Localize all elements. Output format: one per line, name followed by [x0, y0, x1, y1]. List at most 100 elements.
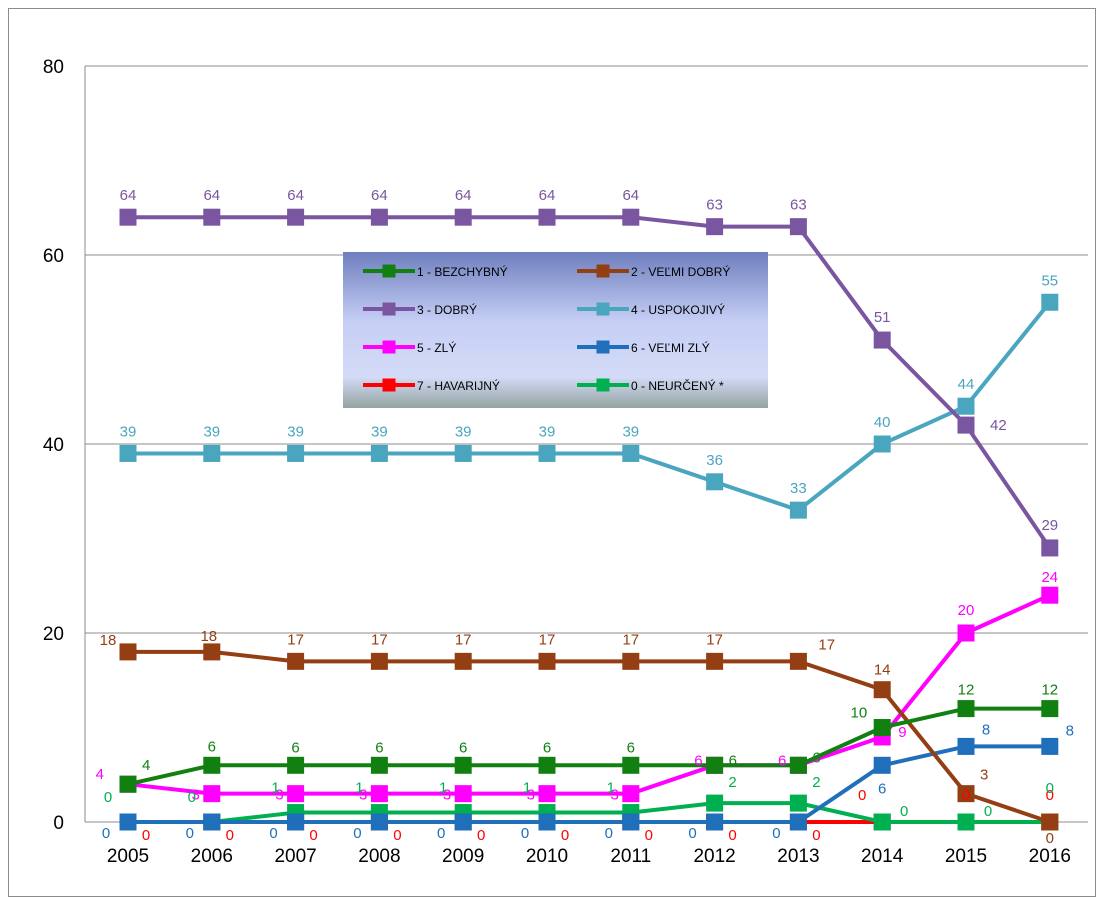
data-label-s0-2014: 10 — [851, 705, 868, 722]
data-label-s2-2010: 64 — [539, 187, 556, 204]
data-label-s4-2009: 3 — [443, 787, 451, 804]
y-tick-label-40: 40 — [43, 435, 64, 456]
marker-s0-2012 — [706, 756, 724, 774]
marker-s0-2010 — [538, 756, 556, 774]
data-label-s7-2011: 1 — [607, 780, 615, 797]
data-label-s4-2013: 6 — [778, 752, 786, 769]
data-label-s7-2014: 0 — [900, 803, 908, 820]
legend-label-2: 3 - DOBRÝ — [417, 302, 477, 317]
marker-s7-2013 — [789, 794, 807, 812]
data-label-s3-2009: 39 — [455, 423, 472, 440]
data-label-s1-2016: 0 — [1046, 830, 1054, 847]
series-line-1 — [128, 649, 1051, 824]
x-tick-label-2012: 2012 — [693, 846, 735, 867]
marker-s3-2006 — [203, 444, 221, 462]
legend-label-6: 7 - HAVARIJNÝ — [417, 378, 500, 393]
data-label-s3-2007: 39 — [287, 423, 304, 440]
data-label-s4-2012: 6 — [694, 752, 702, 769]
marker-s5-2016 — [1041, 737, 1059, 755]
data-label-s0-2006: 6 — [208, 738, 216, 755]
marker-s2-2005 — [119, 208, 137, 226]
marker-s3-2007 — [287, 444, 305, 462]
data-label-s6-2012: 0 — [728, 827, 736, 844]
data-label-s1-2015: 3 — [980, 767, 988, 784]
marker-s1-2008 — [370, 652, 388, 670]
marker-s3-2016 — [1041, 293, 1059, 311]
marker-s5-2011 — [622, 813, 640, 831]
legend-marker-1 — [596, 264, 610, 278]
marker-s0-2009 — [454, 756, 472, 774]
data-label-s3-2011: 39 — [622, 423, 639, 440]
marker-s2-2015 — [957, 416, 975, 434]
x-tick-label-2011: 2011 — [610, 846, 651, 867]
x-tick-label-2008: 2008 — [358, 846, 400, 867]
data-label-s1-2012: 17 — [706, 631, 723, 648]
data-label-s6-2015: 0 — [962, 787, 970, 804]
marker-s7-2012 — [706, 794, 724, 812]
series-line-0 — [127, 706, 1050, 787]
data-label-s0-2008: 6 — [375, 739, 383, 756]
marker-s2-2013 — [789, 218, 807, 236]
data-label-s0-2015: 12 — [958, 682, 975, 699]
x-tick-label-2009: 2009 — [442, 846, 484, 867]
marker-s4-2010 — [538, 785, 556, 803]
marker-s5-2005 — [119, 813, 137, 831]
data-label-s2-2008: 64 — [371, 187, 388, 204]
data-label-s5-2009: 0 — [437, 825, 445, 842]
data-label-s3-2014: 40 — [874, 414, 891, 431]
data-label-s5-2011: 0 — [605, 825, 613, 842]
data-label-s2-2014: 51 — [874, 309, 891, 326]
data-label-s5-2015: 8 — [982, 721, 990, 738]
marker-s5-2012 — [706, 813, 724, 831]
series-line-2 — [128, 215, 1052, 550]
x-tick-label-2015: 2015 — [945, 846, 987, 867]
marker-s2-2010 — [538, 208, 556, 226]
marker-s0-2008 — [370, 756, 388, 774]
data-label-s0-2009: 6 — [459, 739, 467, 756]
series-line-7 — [128, 801, 1050, 824]
legend-label-3: 4 - USPOKOJIVÝ — [631, 302, 725, 317]
marker-s1-2006 — [203, 643, 221, 661]
x-tick-label-2006: 2006 — [191, 846, 233, 867]
marker-s5-2014 — [873, 756, 891, 774]
data-label-s0-2016: 12 — [1041, 682, 1058, 699]
marker-s0-2006 — [203, 756, 221, 774]
marker-s1-2016 — [1041, 813, 1059, 831]
data-label-s5-2012: 0 — [688, 825, 696, 842]
data-label-s6-2014: 0 — [858, 787, 866, 804]
data-label-s2-2013: 63 — [790, 197, 807, 214]
marker-s0-2014 — [873, 719, 891, 736]
series-line-5 — [128, 744, 1050, 824]
data-label-s1-2006: 18 — [200, 628, 217, 645]
marker-s5-2015 — [957, 737, 975, 755]
marker-s4-2016 — [1041, 586, 1059, 604]
marker-s1-2010 — [538, 652, 556, 670]
data-label-s4-2010: 3 — [527, 787, 535, 804]
data-label-s2-2005: 64 — [120, 187, 137, 204]
data-label-s4-2005: 4 — [96, 766, 104, 783]
marker-s5-2007 — [287, 813, 305, 831]
data-label-s7-2008: 1 — [355, 780, 363, 797]
x-tick-label-2010: 2010 — [526, 846, 568, 867]
marker-s3-2009 — [454, 444, 472, 462]
data-label-s6-2005: 0 — [142, 827, 150, 844]
y-tick-label-0: 0 — [53, 813, 64, 834]
data-label-s7-2016: 0 — [1046, 780, 1054, 797]
data-label-s2-2009: 64 — [455, 187, 472, 204]
marker-s2-2009 — [454, 208, 472, 226]
legend-marker-2 — [382, 302, 396, 316]
data-label-s1-2007: 17 — [287, 631, 304, 648]
data-label-s6-2006: 0 — [226, 827, 234, 844]
data-label-s7-2013: 2 — [812, 774, 820, 791]
data-label-s2-2011: 64 — [622, 187, 639, 204]
data-label-s2-2016: 29 — [1041, 517, 1058, 534]
legend-label-4: 5 - ZLÝ — [417, 340, 456, 355]
data-label-s5-2010: 0 — [521, 825, 529, 842]
series-line-4 — [127, 593, 1051, 796]
data-label-s0-2010: 6 — [543, 739, 551, 756]
data-label-s3-2015: 44 — [958, 376, 975, 393]
x-tick-label-2007: 2007 — [274, 846, 316, 867]
